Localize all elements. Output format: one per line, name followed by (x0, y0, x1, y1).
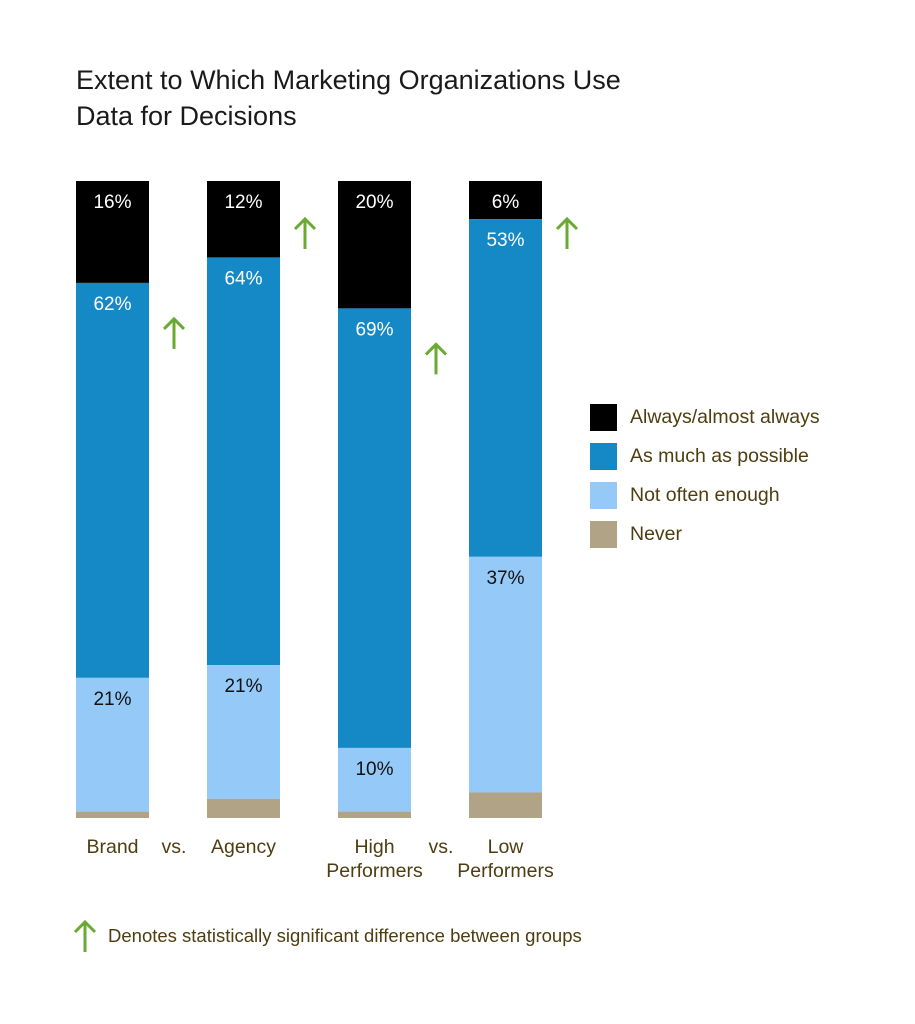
data-label-high-performers-not-often-enough: 10% (355, 759, 393, 780)
legend: Always/almost always As much as possible… (590, 398, 820, 554)
bar-agency-as-much-as-possible (207, 257, 280, 666)
legend-label-never: Never (630, 523, 683, 545)
data-label-agency-always-almost-always: 12% (224, 192, 262, 213)
significance-arrow-low-performers (555, 216, 579, 249)
significance-note: Denotes statistically significant differ… (72, 918, 582, 954)
data-label-low-performers-always-almost-always: 6% (492, 192, 520, 213)
bar-brand-not-often-enough (76, 677, 149, 812)
chart-title: Extent to Which Marketing Organizations … (76, 62, 716, 134)
legend-label-as-much: As much as possible (630, 445, 809, 467)
category-label-brand: Brand (86, 836, 138, 858)
data-label-brand-not-often-enough: 21% (93, 689, 131, 710)
legend-label-not-often: Not often enough (630, 484, 780, 506)
data-label-high-performers-always-almost-always: 20% (355, 192, 393, 213)
data-label-agency-not-often-enough: 21% (224, 676, 262, 697)
category-label-low-performers-1: Low (488, 836, 525, 858)
legend-item-always: Always/almost always (590, 398, 820, 437)
bar-low-performers-as-much-as-possible (469, 219, 542, 557)
bar-brand-never (76, 811, 149, 818)
data-label-agency-as-much-as-possible: 64% (224, 268, 262, 289)
bar-high-performers-not-often-enough (338, 747, 411, 812)
chart-title-line-1: Extent to Which Marketing Organizations … (76, 65, 621, 95)
legend-item-not-often: Not often enough (590, 476, 820, 515)
significance-arrow-agency (293, 216, 317, 249)
bar-low-performers-never (469, 792, 542, 818)
bar-low-performers-always-almost-always (469, 181, 542, 220)
category-label-low-performers-2: Performers (457, 860, 554, 882)
category-label-high-performers-2: Performers (326, 860, 423, 882)
data-label-high-performers-as-much-as-possible: 69% (355, 319, 393, 340)
vs-label-1: vs. (162, 836, 187, 858)
legend-label-always: Always/almost always (630, 406, 820, 428)
data-label-brand-always-almost-always: 16% (93, 192, 131, 213)
bar-brand-always-almost-always (76, 181, 149, 283)
significance-arrow-brand (162, 316, 186, 349)
legend-swatch-always (590, 404, 617, 431)
bar-high-performers-always-almost-always (338, 181, 411, 309)
bar-agency-always-almost-always (207, 181, 280, 258)
data-label-low-performers-not-often-enough: 37% (486, 568, 524, 589)
legend-swatch-not-often (590, 482, 617, 509)
significance-arrow-high-performers (424, 342, 448, 375)
bar-brand-as-much-as-possible (76, 282, 149, 678)
bar-low-performers-not-often-enough (469, 556, 542, 793)
legend-swatch-never (590, 521, 617, 548)
category-label-high-performers-1: High (354, 836, 394, 858)
bar-agency-never (207, 798, 280, 818)
category-label-agency: Agency (211, 836, 276, 858)
bar-high-performers-never (338, 811, 411, 818)
data-label-low-performers-as-much-as-possible: 53% (486, 230, 524, 251)
bar-high-performers-as-much-as-possible (338, 308, 411, 748)
legend-item-never: Never (590, 515, 820, 554)
up-arrow-icon (73, 919, 97, 952)
vs-label-2: vs. (429, 836, 454, 858)
legend-swatch-as-much (590, 443, 617, 470)
data-label-brand-as-much-as-possible: 62% (93, 294, 131, 315)
legend-item-as-much: As much as possible (590, 437, 820, 476)
bar-agency-not-often-enough (207, 665, 280, 799)
significance-note-label: Denotes statistically significant differ… (108, 925, 582, 946)
chart-title-line-2: Data for Decisions (76, 101, 297, 131)
